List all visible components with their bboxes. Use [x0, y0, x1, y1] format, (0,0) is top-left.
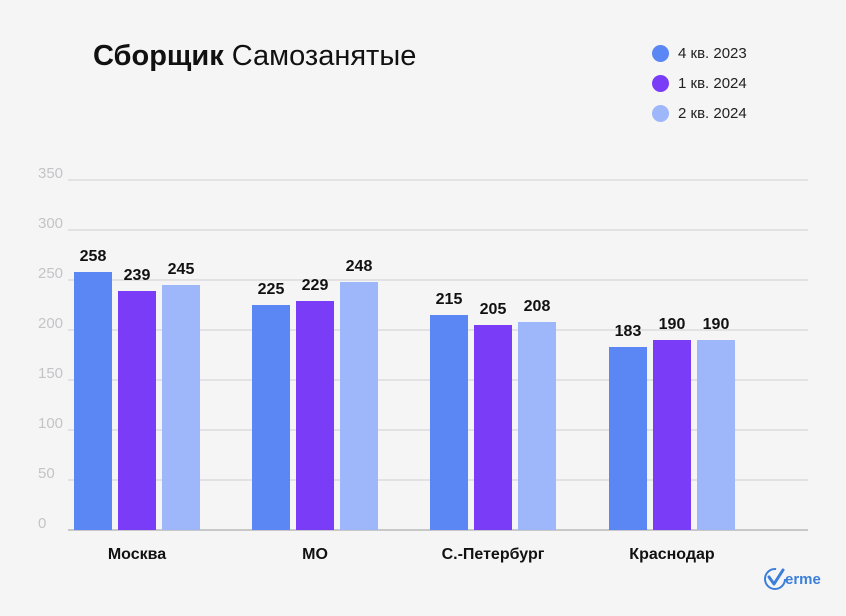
- legend-swatch-1: [652, 74, 669, 92]
- data-label-0-0: 258: [80, 248, 107, 265]
- data-label-2-2: 208: [524, 298, 551, 315]
- legend-item-2: 2 кв. 2024: [652, 98, 747, 128]
- bar-1-1: [296, 301, 334, 530]
- x-tick-label-0: Москва: [108, 546, 166, 563]
- y-tick-label-300: 300: [38, 215, 63, 232]
- data-label-3-0: 183: [615, 323, 642, 340]
- legend-label-1: 1 кв. 2024: [678, 74, 747, 92]
- bar-2-2: [518, 322, 556, 530]
- x-tick-label-1: МО: [302, 546, 328, 563]
- bar-1-0: [252, 305, 290, 530]
- y-tick-label-200: 200: [38, 315, 63, 332]
- legend-label-2: 2 кв. 2024: [678, 104, 747, 122]
- bar-2-0: [430, 315, 468, 530]
- bar-2-1: [474, 325, 512, 530]
- data-label-1-0: 225: [258, 281, 285, 298]
- bar-3-0: [609, 347, 647, 530]
- y-tick-label-100: 100: [38, 415, 63, 432]
- legend-item-1: 1 кв. 2024: [652, 68, 747, 98]
- data-label-2-0: 215: [436, 291, 463, 308]
- logo-text: erme: [785, 570, 821, 588]
- verme-check-icon: [764, 568, 786, 590]
- data-label-0-2: 245: [168, 261, 195, 278]
- legend-swatch-2: [652, 104, 669, 122]
- x-tick-label-3: Краснодар: [629, 546, 715, 563]
- bar-0-2: [162, 285, 200, 530]
- x-tick-label-2: С.-Петербург: [442, 546, 545, 563]
- legend-swatch-0: [652, 44, 669, 62]
- bar-0-0: [74, 272, 112, 530]
- y-tick-label-350: 350: [38, 165, 63, 182]
- y-tick-label-150: 150: [38, 365, 63, 382]
- data-label-1-2: 248: [346, 258, 373, 275]
- verme-logo: erme: [762, 566, 821, 592]
- data-label-2-1: 205: [480, 301, 507, 318]
- chart-title: Сборщик Самозанятые: [93, 40, 416, 73]
- chart-title-bold: Сборщик: [93, 40, 224, 72]
- data-label-1-1: 229: [302, 277, 329, 294]
- legend-label-0: 4 кв. 2023: [678, 44, 747, 62]
- y-tick-label-50: 50: [38, 465, 55, 482]
- data-label-0-1: 239: [124, 267, 151, 284]
- bar-3-1: [653, 340, 691, 530]
- data-label-3-2: 190: [703, 316, 730, 333]
- legend: 4 кв. 2023 1 кв. 2024 2 кв. 2024: [652, 38, 747, 128]
- bar-0-1: [118, 291, 156, 530]
- y-tick-label-250: 250: [38, 265, 63, 282]
- chart-title-rest: Самозанятые: [231, 40, 417, 72]
- bar-1-2: [340, 282, 378, 530]
- data-label-3-1: 190: [659, 316, 686, 333]
- legend-item-0: 4 кв. 2023: [652, 38, 747, 68]
- bar-3-2: [697, 340, 735, 530]
- y-tick-label-0: 0: [38, 515, 46, 532]
